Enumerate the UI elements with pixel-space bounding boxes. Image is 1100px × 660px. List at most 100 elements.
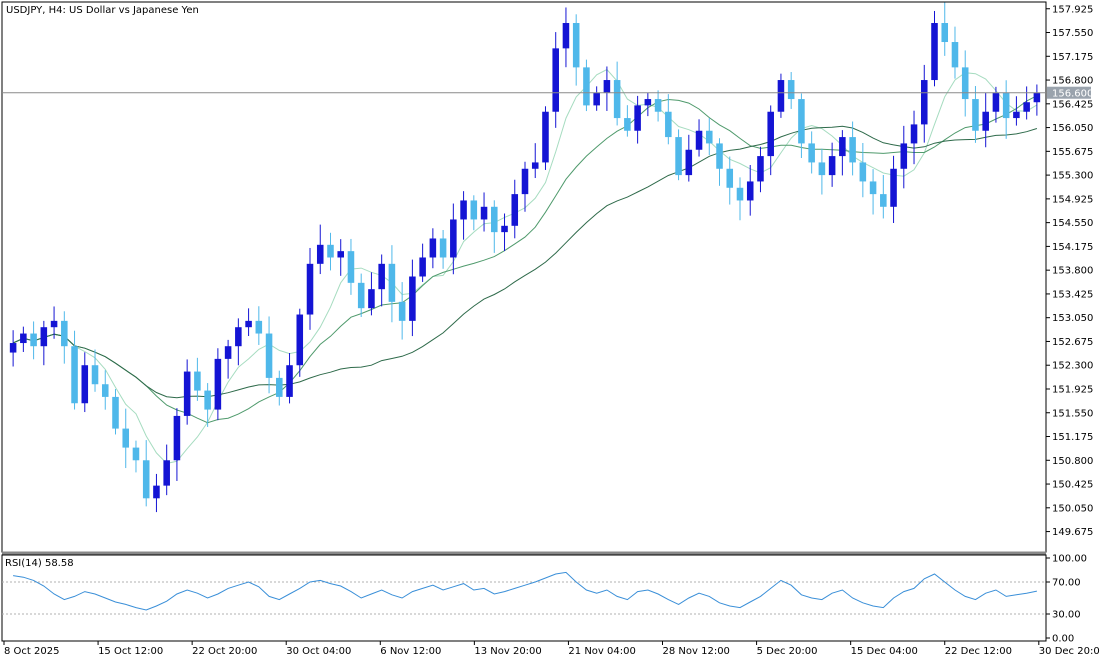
candle-body — [419, 257, 426, 277]
candle-body — [337, 251, 344, 258]
candle-body — [306, 263, 314, 315]
price-tick-label: 157.550 — [1052, 28, 1093, 39]
candle-body — [593, 92, 600, 106]
candle-body — [931, 23, 938, 81]
candle-body — [183, 371, 191, 416]
price-tick-label: 154.550 — [1052, 218, 1093, 229]
candle-body — [1023, 102, 1030, 112]
price-tick-label: 152.675 — [1052, 337, 1093, 348]
candle-body — [992, 92, 1000, 112]
price-tick-label: 155.300 — [1052, 171, 1093, 182]
chart-title: USDJPY, H4: US Dollar vs Japanese Yen — [6, 5, 199, 16]
candle-body — [624, 118, 631, 131]
candle-body — [398, 301, 406, 321]
candle-body — [562, 23, 570, 49]
price-tick-label: 153.425 — [1052, 289, 1093, 300]
candle-body — [327, 244, 334, 258]
candle-body — [296, 314, 304, 366]
candle-body — [255, 320, 263, 334]
candle-body — [695, 130, 703, 150]
candle-body — [81, 365, 89, 404]
candles — [9, 2, 1041, 513]
price-tick-label: 154.175 — [1052, 242, 1093, 253]
candle-body — [757, 156, 764, 182]
candle-body — [388, 263, 396, 302]
current-price-tag — [1047, 86, 1091, 99]
candle-body — [941, 23, 949, 43]
candle-body — [644, 99, 652, 106]
candle-body — [142, 460, 150, 499]
rsi-pane-frame — [1, 554, 1047, 642]
candle-body — [511, 194, 519, 226]
candle-body — [777, 80, 785, 112]
candle-body — [1013, 111, 1020, 119]
price-tick-label: 156.800 — [1052, 76, 1093, 87]
candle-body — [1033, 92, 1041, 103]
candle-body — [194, 371, 201, 391]
candle-body — [439, 238, 447, 258]
candle-body — [429, 238, 437, 258]
price-axis: 157.925 157.550 157.175 156.800 156.425 156.0… — [1046, 4, 1093, 538]
price-tick-label: 150.050 — [1052, 503, 1093, 514]
candle-body — [890, 168, 897, 207]
time-tick-label: 6 Nov 12:00 — [380, 646, 441, 657]
candle-body — [276, 377, 283, 397]
rsi-tick-label: 100.00 — [1052, 554, 1087, 565]
price-tick-label: 157.175 — [1052, 52, 1093, 63]
candle-body — [235, 327, 242, 347]
candle-body — [91, 365, 99, 385]
candle-body — [900, 143, 908, 169]
candle-body — [572, 23, 580, 68]
candle-body — [316, 244, 324, 264]
candle-body — [30, 333, 37, 347]
candle-body — [726, 168, 734, 188]
candle-body — [910, 124, 918, 144]
candle-body — [665, 111, 672, 138]
candle-body — [951, 42, 959, 68]
time-tick-label: 22 Dec 12:00 — [945, 646, 1012, 657]
candle-body — [961, 67, 969, 100]
price-tick-label: 156.425 — [1052, 99, 1093, 110]
candle-body — [531, 162, 539, 169]
rsi-line — [13, 571, 1037, 611]
price-tick-label: 157.925 — [1052, 4, 1093, 15]
price-tick-label: 156.050 — [1052, 123, 1093, 134]
candle-body — [920, 80, 928, 125]
candle-body — [286, 365, 293, 397]
candle-body — [839, 137, 846, 157]
candle-body — [470, 200, 478, 220]
candle-body — [634, 105, 641, 131]
candle-body — [265, 333, 273, 378]
candle-body — [173, 415, 181, 461]
price-tick-label: 152.300 — [1052, 361, 1093, 372]
price-tick-label: 150.425 — [1052, 480, 1093, 491]
candle-body — [153, 485, 160, 499]
candle-body — [357, 282, 365, 309]
rsi-levels — [2, 581, 1046, 615]
candle-body — [112, 396, 119, 429]
rsi-axis: 100.00 70.00 30.00 0.00 — [1046, 554, 1087, 645]
candle-body — [450, 219, 457, 258]
candle-body — [685, 149, 693, 176]
candle-body — [542, 111, 549, 163]
candle-body — [122, 428, 130, 448]
candle-body — [1002, 92, 1010, 119]
price-tick-label: 153.800 — [1052, 266, 1093, 277]
time-axis: 8 Oct 2025 15 Oct 12:00 22 Oct 20:00 30 Oct… — [3, 641, 1100, 657]
price-tick-label: 153.050 — [1052, 313, 1093, 324]
candle-body — [828, 156, 836, 176]
candle-body — [736, 187, 744, 201]
candle-body — [20, 333, 27, 344]
candle-body — [9, 343, 17, 353]
price-tick-label: 154.925 — [1052, 194, 1093, 205]
price-tick-label: 149.675 — [1052, 527, 1093, 538]
candle-body — [818, 162, 826, 176]
candle-body — [859, 162, 867, 182]
candle-body — [880, 194, 887, 207]
candle-body — [767, 111, 774, 157]
current-price-label: 156.600 — [1052, 89, 1093, 100]
candle-body — [869, 181, 877, 195]
time-tick-label: 22 Oct 20:00 — [192, 646, 257, 657]
main-chart-frame — [1, 1, 1047, 553]
